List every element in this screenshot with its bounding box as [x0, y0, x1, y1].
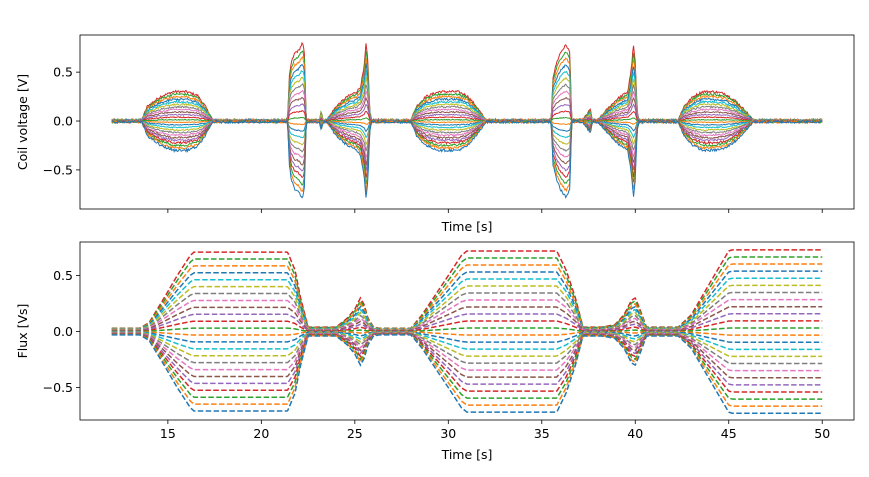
flux-series-22	[111, 263, 823, 330]
flux-series-11	[111, 331, 823, 343]
flux-series-1	[111, 334, 823, 415]
flux-axes-frame	[79, 241, 855, 421]
flux-series-20	[111, 277, 823, 331]
flux-series-15	[111, 313, 823, 332]
y-tick-label: −0.5	[43, 380, 73, 395]
flux-series-18	[111, 291, 823, 331]
flux-series-23	[111, 256, 823, 330]
y-tick-label: −0.5	[43, 162, 73, 177]
x-tick-label: 20	[253, 426, 269, 441]
x-tick-label: 15	[160, 426, 176, 441]
flux-series-group	[111, 249, 823, 415]
flux-y-axis-label: Flux [Vs]	[15, 304, 30, 359]
flux-series-12	[111, 330, 823, 336]
voltage-y-axis-label: Coil voltage [V]	[15, 74, 30, 170]
flux-series-5	[111, 333, 823, 386]
voltage-axes-frame	[79, 34, 855, 210]
flux-series-3	[111, 333, 823, 400]
flux-series-10	[111, 331, 823, 351]
y-tick-label: 0.5	[53, 268, 73, 283]
y-tick-label: 0.0	[53, 324, 73, 339]
voltage-series-group	[111, 41, 823, 199]
flux-series-7	[111, 332, 823, 372]
x-tick-label: 25	[347, 426, 363, 441]
voltage-series-3	[111, 119, 823, 186]
flux-series-8	[111, 332, 823, 365]
flux-series-9	[111, 331, 823, 358]
x-tick-label: 50	[814, 426, 830, 441]
x-tick-label: 35	[534, 426, 550, 441]
flux-x-axis-label: Time [s]	[441, 447, 493, 462]
x-tick-label: 45	[721, 426, 737, 441]
flux-series-4	[111, 333, 823, 393]
voltage-ticks: −0.5 0.0 0.5	[43, 65, 823, 213]
x-tick-label: 30	[440, 426, 456, 441]
flux-axes: −0.5 0.0 0.5 15 20 25 30 35 40 45 50 Time [s] Flux…	[15, 241, 855, 462]
flux-series-17	[111, 298, 823, 331]
flux-series-14	[111, 320, 823, 332]
voltage-series-1	[111, 119, 823, 199]
flux-series-2	[111, 333, 823, 407]
flux-series-16	[111, 305, 823, 332]
flux-series-13	[111, 327, 823, 333]
x-tick-label: 40	[627, 426, 643, 441]
flux-series-19	[111, 284, 823, 331]
y-tick-label: 0.0	[53, 114, 73, 129]
flux-series-6	[111, 332, 823, 379]
flux-series-21	[111, 270, 823, 330]
voltage-x-axis-label: Time [s]	[441, 219, 493, 234]
voltage-axes: −0.5 0.0 0.5 Time [s] Coil voltage [V]	[15, 34, 855, 234]
y-tick-label: 0.5	[53, 65, 73, 80]
flux-series-24	[111, 249, 823, 329]
flux-ticks: −0.5 0.0 0.5 15 20 25 30 35 40 45 50	[43, 268, 831, 441]
